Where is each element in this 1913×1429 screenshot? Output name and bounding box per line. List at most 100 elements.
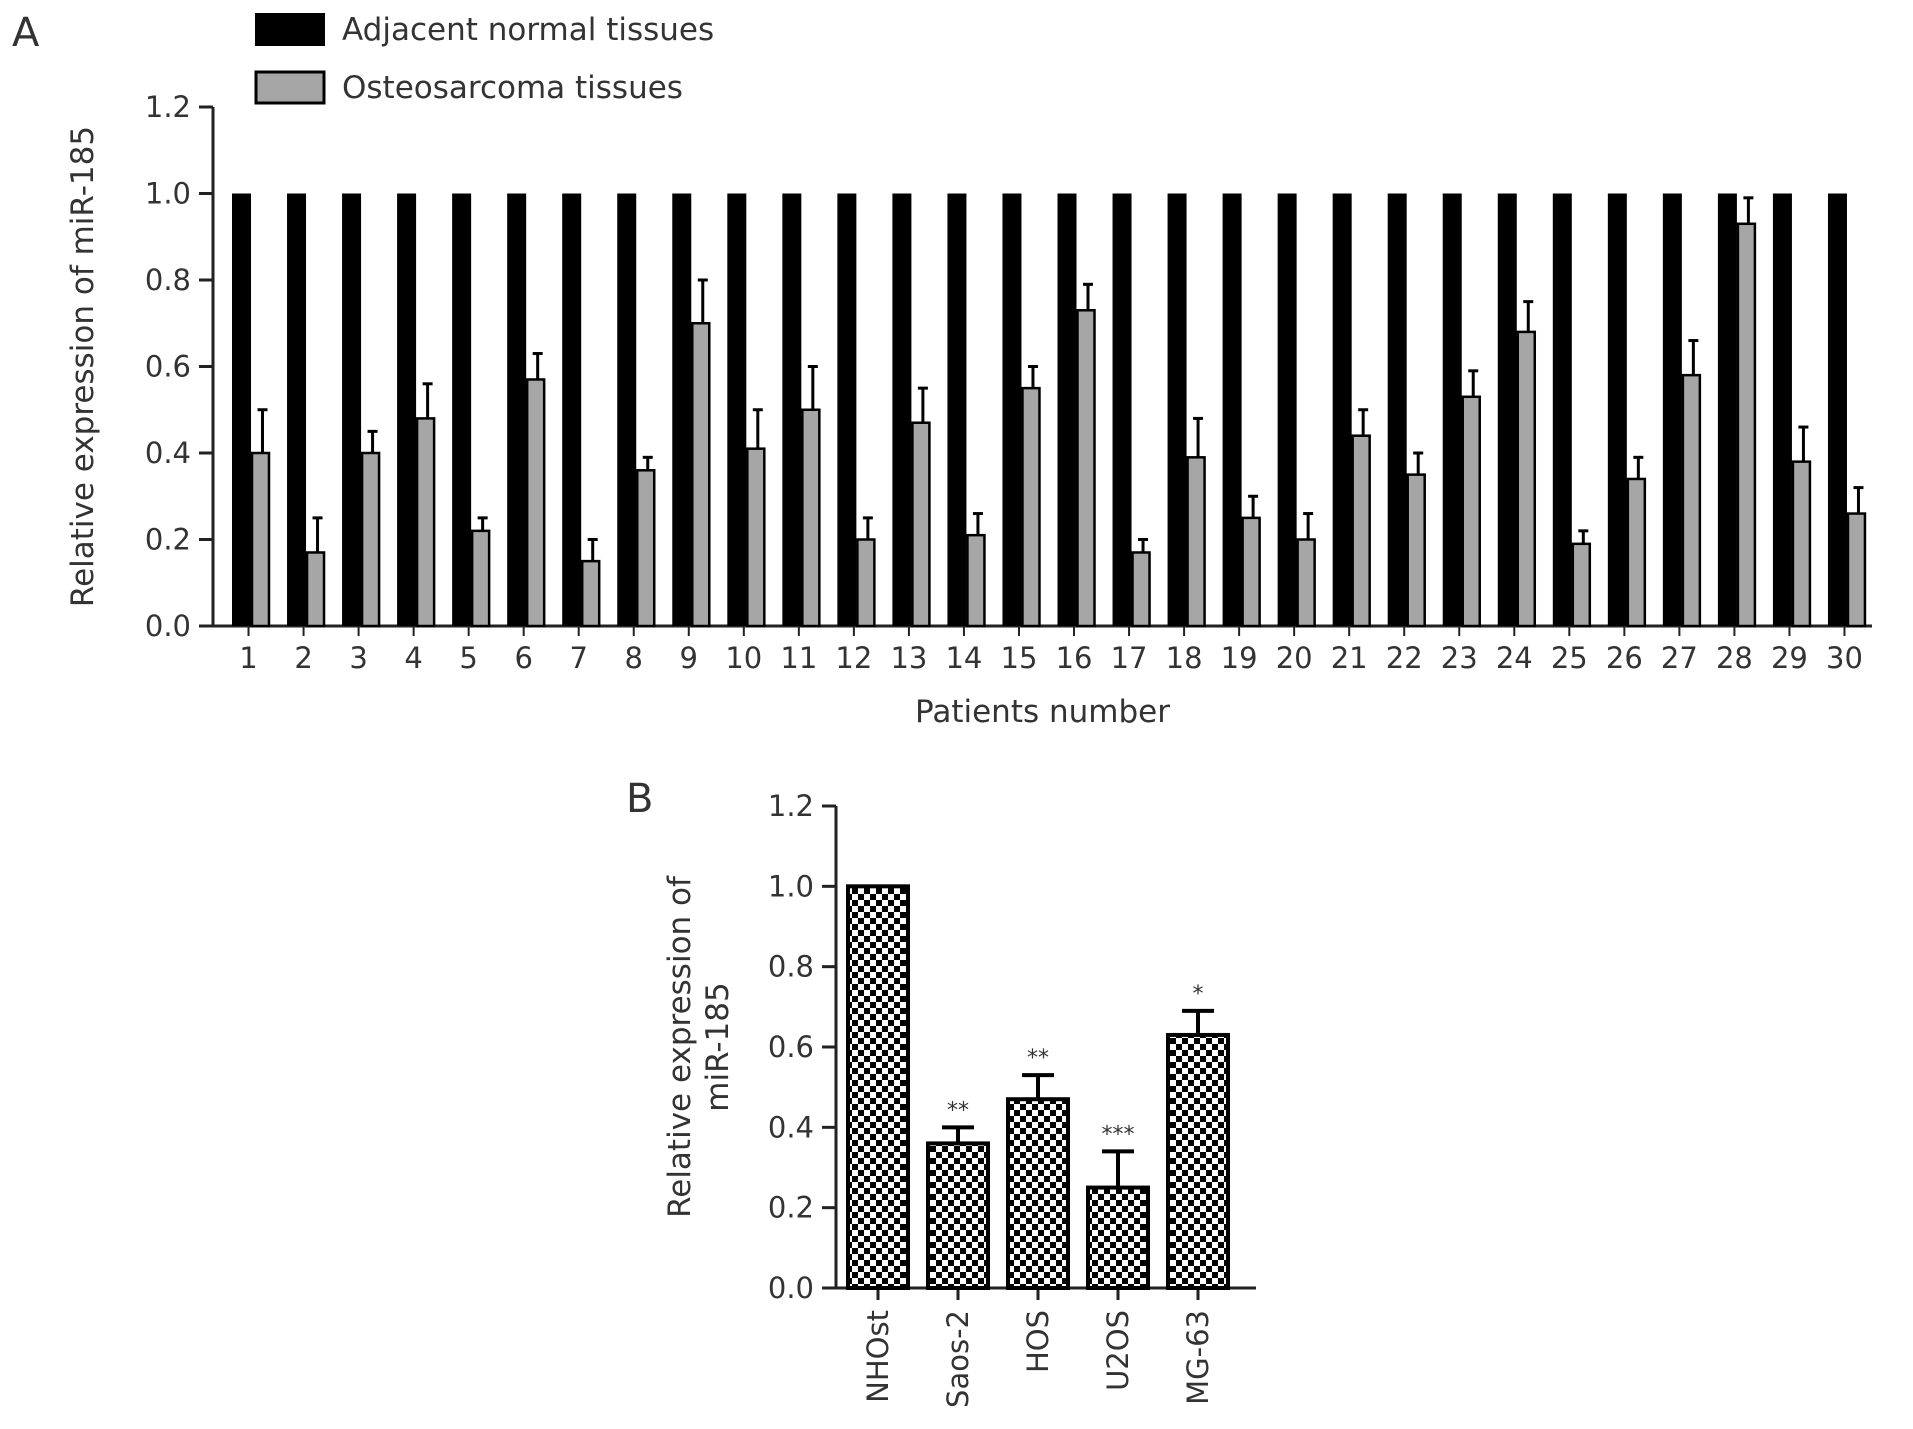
panel-b-y-tick-label: 0.2	[768, 1191, 814, 1225]
panel-a-x-tick-label: 27	[1661, 641, 1698, 675]
bar-osteosarcoma-30	[1846, 512, 1867, 628]
panel-b-bars: ********	[846, 884, 1230, 1291]
bar-adjacent-2	[287, 193, 307, 626]
panel-a-x-tick-label: 13	[890, 641, 927, 675]
panel-b-chart: B 0.0 0.2 0.4 0.6 0.8 1.0 1.2 NHOst Saos-2 HOS U2O…	[626, 776, 1256, 1408]
bar-adjacent-13	[892, 193, 912, 626]
bar-MG-63	[1166, 1032, 1230, 1290]
bar-osteosarcoma-15	[1021, 386, 1041, 628]
panel-a-x-tick-label: 14	[945, 641, 982, 675]
bar-osteosarcoma-19	[1241, 516, 1261, 628]
bar-adjacent-6	[507, 193, 527, 626]
panel-a-x-tick-label: 2	[294, 641, 312, 675]
bar-adjacent-30	[1827, 193, 1847, 626]
panel-b-y-tick-label: 0.8	[768, 950, 814, 984]
panel-b-x-tick-label: U2OS	[1101, 1310, 1135, 1391]
bar-osteosarcoma-29	[1791, 460, 1812, 628]
bar-osteosarcoma-4	[415, 417, 436, 628]
bar-adjacent-20	[1277, 193, 1297, 626]
panel-a-x-tick-label: 8	[625, 641, 643, 675]
panel-a-x-tick-label: 19	[1221, 641, 1258, 675]
bar-osteosarcoma-27	[1681, 373, 1702, 628]
bar-osteosarcoma-26	[1626, 477, 1647, 628]
bar-osteosarcoma-28	[1736, 222, 1757, 628]
bar-adjacent-9	[672, 193, 692, 626]
panel-a-x-tick-label: 11	[780, 641, 817, 675]
panel-a-x-tick-label: 7	[569, 641, 587, 675]
bar-osteosarcoma-3	[360, 451, 381, 628]
panel-a-x-tick-label: 24	[1496, 641, 1533, 675]
bar-osteosarcoma-12	[856, 538, 876, 628]
panel-b-y-tick-label: 1.2	[768, 789, 814, 823]
bar-U2OS	[1086, 1185, 1150, 1291]
panel-a-x-tick-label: 3	[349, 641, 367, 675]
bar-adjacent-19	[1222, 193, 1242, 626]
bar-osteosarcoma-16	[1076, 309, 1096, 628]
bar-osteosarcoma-8	[635, 469, 656, 628]
panel-a-y-tick-label: 1.0	[145, 177, 191, 211]
panel-b-x-tick-label: HOS	[1021, 1310, 1055, 1373]
panel-b-y-tick-label: 1.0	[768, 869, 814, 903]
panel-a-x-tick-label: 16	[1056, 641, 1093, 675]
bar-adjacent-8	[617, 193, 637, 626]
bar-adjacent-26	[1607, 193, 1627, 626]
bar-osteosarcoma-20	[1296, 538, 1316, 628]
panel-a-y-tick-label: 0.2	[145, 523, 191, 557]
panel-a-x-tick-label: 4	[404, 641, 422, 675]
bar-adjacent-28	[1717, 193, 1737, 626]
bar-NHOst	[846, 884, 910, 1290]
bar-osteosarcoma-11	[801, 408, 821, 628]
significance-Saos-2: **	[947, 1098, 969, 1123]
panel-a-x-tick-label: 10	[725, 641, 762, 675]
panel-a-x-tick-label: 6	[514, 641, 532, 675]
panel-a-x-tick-label: 9	[680, 641, 698, 675]
panel-a-x-tick-label: 30	[1826, 641, 1863, 675]
bar-adjacent-7	[562, 193, 582, 626]
panel-b-y-tick-label: 0.0	[768, 1271, 814, 1305]
bar-adjacent-14	[947, 193, 967, 626]
panel-b-y-tick-label: 0.6	[768, 1030, 814, 1064]
panel-b-y-axis-title-line: miR-185	[700, 982, 736, 1111]
panel-b-x-tick-label: Saos-2	[941, 1310, 975, 1408]
bar-Saos-2	[926, 1141, 990, 1291]
bar-adjacent-25	[1552, 193, 1572, 626]
panel-b-x-tick-label: NHOst	[861, 1310, 895, 1403]
bar-adjacent-11	[782, 193, 802, 626]
bar-HOS	[1006, 1097, 1070, 1291]
bar-adjacent-1	[232, 193, 251, 626]
panel-b-y-axis-title-line: Relative expression of	[662, 875, 698, 1218]
panel-a-x-tick-label: 25	[1551, 641, 1588, 675]
panel-a-bars	[232, 193, 1867, 628]
bar-osteosarcoma-9	[691, 322, 711, 628]
bar-osteosarcoma-7	[580, 559, 601, 628]
panel-a-y-tick-label: 0.6	[145, 350, 191, 384]
panel-a-x-tick-label: 21	[1331, 641, 1368, 675]
panel-a-y-tick-label: 0.0	[145, 609, 191, 643]
panel-label-b: B	[626, 776, 653, 822]
panel-a-x-tick-label: 1	[239, 641, 257, 675]
bar-osteosarcoma-24	[1516, 330, 1537, 628]
panel-a-y-tick-label: 0.8	[145, 263, 191, 297]
bar-adjacent-4	[397, 193, 417, 626]
panel-a-y-tick-label: 0.4	[145, 436, 191, 470]
bar-adjacent-29	[1772, 193, 1792, 626]
panel-a-x-tick-label: 20	[1276, 641, 1313, 675]
significance-MG-63: *	[1193, 982, 1204, 1007]
significance-U2OS: ***	[1102, 1122, 1135, 1147]
panel-a-y-tick-label: 1.2	[145, 90, 191, 124]
panel-b-y-tick-label: 0.4	[768, 1110, 814, 1144]
bar-adjacent-16	[1057, 193, 1077, 626]
bar-adjacent-3	[342, 193, 362, 626]
bar-osteosarcoma-14	[966, 533, 986, 628]
panel-a-x-tick-label: 29	[1771, 641, 1808, 675]
panel-a-x-tick-label: 12	[835, 641, 872, 675]
panel-a-x-tick-label: 26	[1606, 641, 1643, 675]
bar-osteosarcoma-17	[1131, 551, 1151, 628]
panel-a-x-tick-label: 23	[1441, 641, 1478, 675]
panel-a-axes: 0.00.20.40.60.81.01.21 2 3 4 5 6 7 8 9 10 11 12 13 14…	[145, 90, 1872, 675]
legend-swatch-osteosarcoma	[254, 70, 326, 105]
bar-adjacent-22	[1387, 193, 1407, 626]
significance-HOS: **	[1027, 1046, 1049, 1071]
bar-adjacent-12	[837, 193, 857, 626]
